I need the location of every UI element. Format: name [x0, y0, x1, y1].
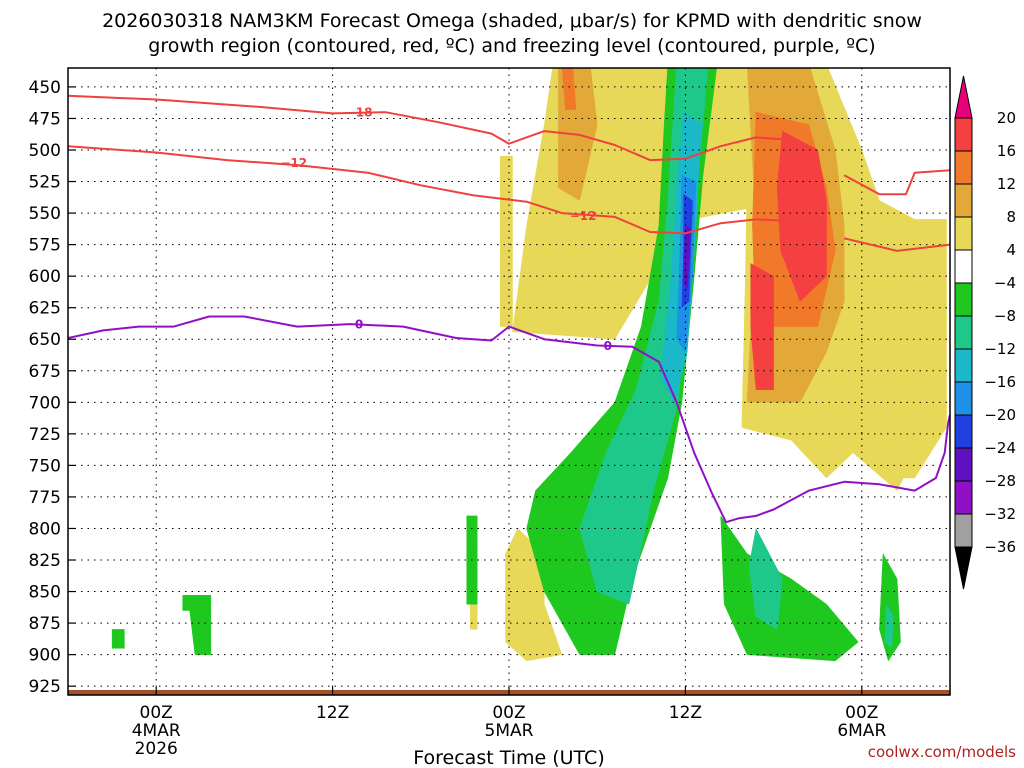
omega-region-19	[720, 515, 859, 662]
x-tick-label-0-0: 00Z	[140, 703, 173, 723]
x-tick-label-0-1: 4MAR	[132, 721, 181, 741]
colorbar-bin-13	[954, 513, 973, 548]
colorbar-bin-5	[954, 249, 973, 284]
colorbar-bottom-arrow	[954, 546, 973, 590]
x-tick-label-10-0: 12Z	[316, 703, 349, 723]
omega-region-18	[683, 225, 691, 290]
colorbar-label-0: 20	[997, 109, 1016, 127]
omega-region-20	[748, 528, 783, 630]
colorbar-label-1: 16	[997, 142, 1016, 160]
y-tick-label-800: 800	[29, 519, 61, 539]
colorbar-label-13: −36	[984, 538, 1016, 556]
y-tick-label-650: 650	[29, 330, 61, 350]
y-tick-label-900: 900	[29, 646, 61, 666]
y-tick-label-925: 925	[29, 677, 61, 697]
contour-label-1-0: −12	[280, 156, 307, 170]
y-tick-label-625: 625	[29, 299, 61, 319]
y-tick-label-450: 450	[29, 78, 61, 98]
colorbar-bin-10	[954, 414, 973, 449]
colorbar-label-6: −8	[994, 307, 1016, 325]
contour-line-4	[68, 315, 950, 524]
contour-line-0	[68, 94, 792, 162]
y-axis-ticks: 450 475 500 525 550 575 600 625 650 675 700 725 750 7…	[29, 78, 76, 697]
omega-shading	[111, 68, 947, 662]
contour-line-1	[68, 145, 809, 235]
x-axis-label: Forecast Time (UTC)	[413, 747, 604, 768]
y-tick-label-525: 525	[29, 173, 61, 193]
omega-region-7	[750, 263, 774, 390]
contour-line-3	[843, 169, 950, 196]
y-tick-label-500: 500	[29, 141, 61, 161]
chart-title-line-1: 2026030318 NAM3KM Forecast Omega (shaded…	[102, 10, 922, 32]
credit-text: coolwx.com/models	[868, 743, 1016, 761]
colorbar-label-8: −16	[984, 373, 1016, 391]
colorbar-bin-4	[954, 216, 973, 251]
colorbar-bin-8	[954, 348, 973, 383]
y-tick-label-475: 475	[29, 109, 61, 129]
colorbar-bin-1	[954, 117, 973, 152]
y-tick-label-775: 775	[29, 488, 61, 508]
colorbar-bin-3	[954, 183, 973, 218]
y-tick-label-675: 675	[29, 362, 61, 382]
colorbar-bin-11	[954, 447, 973, 482]
temperature-contours: −18 −12 −12 0 0	[68, 94, 950, 524]
colorbar-bin-9	[954, 381, 973, 416]
y-tick-label-750: 750	[29, 456, 61, 476]
x-tick-label-0-2: 2026	[135, 739, 178, 759]
colorbar-label-5: −4	[994, 274, 1016, 292]
omega-region-2	[561, 68, 577, 110]
colorbar-top-arrow	[954, 75, 973, 119]
omega-region-24	[111, 629, 125, 649]
y-tick-label-850: 850	[29, 583, 61, 603]
colorbar: 20 16 12 8 4 −4 −8 −12 −16 −20 −24 −28 −32 −36	[954, 75, 1016, 590]
y-tick-label-825: 825	[29, 551, 61, 571]
colorbar-label-7: −12	[984, 340, 1016, 358]
contour-label-4-1: 0	[604, 339, 612, 353]
colorbar-label-11: −28	[984, 472, 1016, 490]
colorbar-bin-7	[954, 315, 973, 350]
colorbar-label-12: −32	[984, 505, 1016, 523]
chart-title: 2026030318 NAM3KM Forecast Omega (shaded…	[102, 10, 922, 57]
colorbar-bin-2	[954, 150, 973, 185]
chart-title-line-2: growth region (contoured, red, ºC) and f…	[148, 35, 875, 57]
x-tick-label-20-1: 5MAR	[485, 721, 534, 741]
omega-region-12	[888, 219, 947, 479]
x-tick-label-20-0: 00Z	[492, 703, 525, 723]
x-tick-label-40-0: 00Z	[845, 703, 878, 723]
contour-label-0-0: −18	[346, 106, 373, 120]
colorbar-label-9: −20	[984, 406, 1016, 424]
omega-region-21	[879, 553, 901, 662]
colorbar-bin-12	[954, 480, 973, 515]
y-tick-label-875: 875	[29, 614, 61, 634]
y-tick-label-725: 725	[29, 425, 61, 445]
omega-region-22	[884, 603, 894, 649]
y-tick-label-600: 600	[29, 267, 61, 287]
x-tick-label-30-0: 12Z	[669, 703, 702, 723]
colorbar-label-3: 8	[1006, 208, 1016, 226]
contour-label-1-1: −12	[570, 209, 597, 223]
colorbar-bin-6	[954, 282, 973, 317]
contour-label-4-0: 0	[355, 318, 363, 332]
x-tick-label-40-1: 6MAR	[837, 721, 886, 741]
y-tick-label-700: 700	[29, 393, 61, 413]
omega-region-6	[776, 130, 827, 302]
colorbar-label-2: 12	[997, 175, 1016, 193]
omega-region-23	[182, 595, 212, 655]
contour-line-2	[843, 237, 950, 252]
colorbar-label-4: 4	[1006, 241, 1016, 259]
colorbar-label-10: −24	[984, 439, 1016, 457]
y-tick-label-575: 575	[29, 236, 61, 256]
y-tick-label-550: 550	[29, 204, 61, 224]
grid-lines	[68, 68, 950, 695]
omega-region-0	[512, 68, 766, 340]
